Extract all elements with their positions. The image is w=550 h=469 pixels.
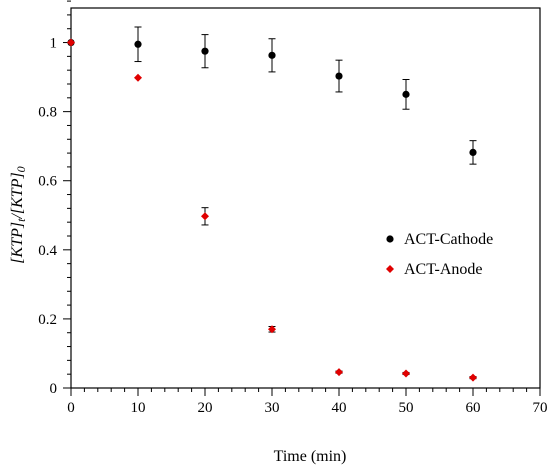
data-point [469, 373, 477, 382]
x-tick-label: 40 [332, 400, 347, 416]
y-axis-label: [KTP]t/[KTP]0 [9, 166, 28, 263]
x-axis: 0 10 20 30 40 50 60 70 [67, 388, 548, 416]
y-tick-label: 0.2 [38, 312, 57, 328]
legend-label: ACT-Cathode [404, 231, 493, 248]
y-tick-label: 0.8 [38, 105, 57, 121]
y-tick-label: 0.6 [38, 174, 57, 190]
x-tick-label: 30 [265, 400, 280, 416]
legend-label: ACT-Anode [404, 261, 483, 278]
legend-marker [386, 265, 394, 273]
data-point [469, 148, 477, 156]
y-axis-label-part: /[KTP] [9, 172, 26, 219]
data-point [134, 73, 142, 82]
data-point [335, 72, 343, 80]
data-point [67, 38, 75, 47]
y-tick-label: 0.4 [38, 243, 57, 259]
legend: ACT-Cathode ACT-Anode [386, 231, 493, 278]
x-tick-label: 20 [198, 400, 213, 416]
x-tick-label: 70 [533, 400, 548, 416]
x-tick-label: 10 [131, 400, 146, 416]
x-tick-label: 60 [466, 400, 481, 416]
data-point [402, 90, 410, 98]
y-tick-label: 1 [50, 36, 58, 52]
series-act-cathode [67, 26, 477, 165]
plot-area [70, 7, 541, 389]
data-point [268, 325, 276, 334]
data-point [201, 212, 209, 221]
data-point [134, 40, 142, 48]
plot-frame [70, 7, 541, 389]
y-axis-label-part: t [14, 218, 28, 222]
data-point [335, 368, 343, 377]
y-tick-label: 0 [50, 381, 58, 397]
series-layer [67, 26, 477, 382]
y-axis: 0 0.2 0.4 0.6 0.8 1 [38, 0, 71, 397]
x-tick-label: 0 [67, 400, 75, 416]
x-tick-label: 50 [399, 400, 414, 416]
x-axis-label: Time (min) [274, 448, 347, 465]
series-act-anode [67, 38, 477, 382]
data-point [268, 51, 276, 59]
y-axis-label-part: 0 [14, 166, 28, 172]
legend-marker [386, 235, 394, 243]
data-point [402, 369, 410, 378]
y-axis-label-part: [KTP] [9, 222, 26, 264]
data-point [201, 47, 209, 55]
